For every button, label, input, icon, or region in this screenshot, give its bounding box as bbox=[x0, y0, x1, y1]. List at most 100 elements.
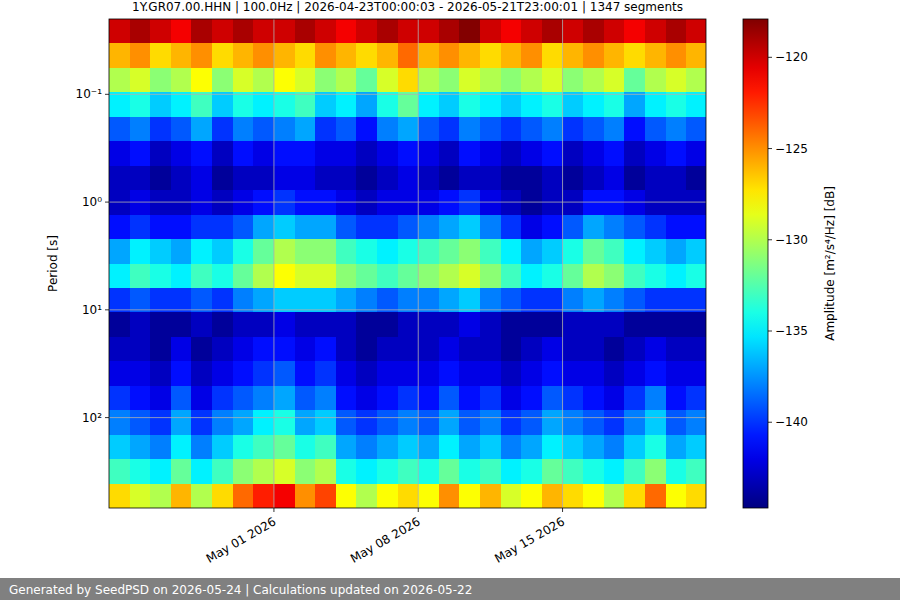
cell bbox=[150, 141, 171, 166]
cell bbox=[666, 166, 687, 191]
cell bbox=[583, 68, 604, 93]
cell bbox=[583, 190, 604, 215]
cell bbox=[315, 92, 336, 117]
cell bbox=[480, 43, 501, 68]
cell bbox=[109, 386, 130, 411]
cell bbox=[295, 19, 316, 44]
cell bbox=[377, 337, 398, 362]
cell bbox=[521, 239, 542, 264]
cell bbox=[666, 312, 687, 337]
cell bbox=[542, 166, 563, 191]
cell bbox=[624, 312, 645, 337]
cell bbox=[542, 361, 563, 386]
cell bbox=[336, 68, 357, 93]
cell bbox=[356, 435, 377, 460]
cell bbox=[212, 264, 233, 289]
cell bbox=[645, 215, 666, 240]
cell bbox=[398, 386, 419, 411]
cell bbox=[521, 337, 542, 362]
grid-line bbox=[562, 19, 563, 508]
cell bbox=[686, 215, 706, 240]
cell bbox=[377, 117, 398, 142]
cell bbox=[583, 459, 604, 484]
y-tick bbox=[105, 202, 109, 203]
cell bbox=[274, 117, 295, 142]
cell bbox=[150, 239, 171, 264]
cell bbox=[666, 435, 687, 460]
cell bbox=[212, 68, 233, 93]
cell bbox=[295, 141, 316, 166]
cell bbox=[212, 166, 233, 191]
cell bbox=[315, 337, 336, 362]
cell bbox=[686, 43, 706, 68]
cell bbox=[171, 215, 192, 240]
cell bbox=[398, 459, 419, 484]
cell bbox=[666, 459, 687, 484]
cell bbox=[480, 166, 501, 191]
cell bbox=[274, 43, 295, 68]
cell bbox=[336, 288, 357, 313]
cell bbox=[480, 92, 501, 117]
cell bbox=[666, 141, 687, 166]
cell bbox=[336, 92, 357, 117]
cell bbox=[501, 361, 522, 386]
cell bbox=[130, 141, 151, 166]
cell bbox=[501, 288, 522, 313]
cell bbox=[542, 288, 563, 313]
cell bbox=[233, 166, 254, 191]
cell bbox=[253, 337, 274, 362]
cell bbox=[274, 92, 295, 117]
cell bbox=[336, 312, 357, 337]
cell bbox=[418, 239, 439, 264]
footer-bar bbox=[0, 578, 900, 600]
cell bbox=[542, 386, 563, 411]
cell bbox=[583, 117, 604, 142]
y-tick-label: 10² bbox=[82, 411, 102, 425]
cell bbox=[356, 264, 377, 289]
y-axis-title: Period [s] bbox=[46, 235, 60, 292]
cell bbox=[336, 264, 357, 289]
y-tick bbox=[105, 309, 109, 310]
cell bbox=[191, 410, 212, 435]
cell bbox=[398, 141, 419, 166]
grid-line bbox=[418, 19, 419, 508]
cell bbox=[274, 386, 295, 411]
cell bbox=[521, 215, 542, 240]
cell bbox=[295, 239, 316, 264]
cell bbox=[150, 312, 171, 337]
cell bbox=[191, 141, 212, 166]
cell bbox=[542, 410, 563, 435]
cell bbox=[377, 166, 398, 191]
cell bbox=[604, 288, 625, 313]
colorbar-tick-label: −140 bbox=[775, 415, 808, 429]
cell bbox=[377, 215, 398, 240]
cell bbox=[439, 361, 460, 386]
cell bbox=[150, 264, 171, 289]
cell bbox=[459, 288, 480, 313]
cell bbox=[563, 312, 584, 337]
cell bbox=[459, 435, 480, 460]
cell bbox=[398, 484, 419, 508]
cell bbox=[624, 19, 645, 44]
cell bbox=[295, 435, 316, 460]
cell bbox=[398, 239, 419, 264]
cell bbox=[624, 386, 645, 411]
cell bbox=[398, 312, 419, 337]
cell bbox=[542, 239, 563, 264]
cell bbox=[356, 361, 377, 386]
cell bbox=[315, 288, 336, 313]
cell bbox=[686, 337, 706, 362]
cell bbox=[336, 43, 357, 68]
cell bbox=[418, 264, 439, 289]
cell bbox=[171, 288, 192, 313]
cell bbox=[109, 141, 130, 166]
cell bbox=[542, 68, 563, 93]
cell bbox=[501, 337, 522, 362]
cell bbox=[542, 264, 563, 289]
cell bbox=[459, 484, 480, 508]
cell bbox=[686, 239, 706, 264]
cell bbox=[295, 117, 316, 142]
cell bbox=[315, 19, 336, 44]
cell bbox=[645, 117, 666, 142]
cell bbox=[480, 312, 501, 337]
